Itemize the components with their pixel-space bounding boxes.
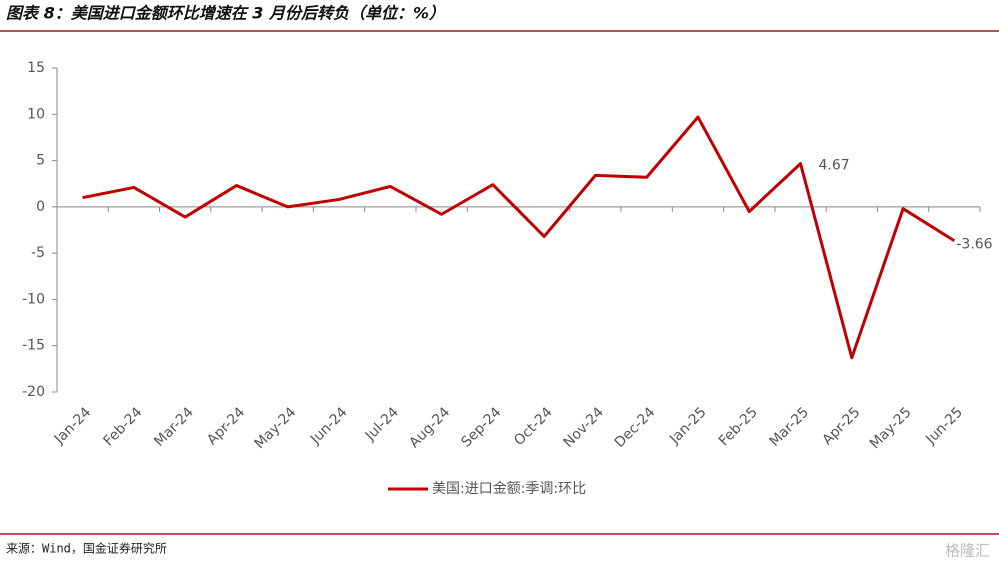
data-label: 4.67 (819, 158, 850, 174)
x-tick-label: Jun-25 (922, 404, 966, 448)
x-tick-label: Apr-25 (819, 404, 863, 448)
y-tick-label: -10 (22, 291, 45, 307)
x-tick-label: Dec-24 (612, 404, 659, 451)
y-tick-label: -5 (31, 245, 45, 261)
watermark: 格隆汇 (945, 542, 990, 560)
y-tick-label: 5 (36, 153, 45, 169)
x-tick-label: May-24 (252, 404, 300, 452)
x-tick-label: Feb-24 (101, 404, 146, 449)
y-tick-label: 15 (27, 60, 45, 76)
y-tick-label: -20 (22, 384, 45, 400)
chart-title: 图表 8：美国进口金额环比增速在 3 月份后转负（单位：%） (6, 4, 445, 23)
legend-label: 美国:进口金额:季调:环比 (432, 481, 586, 497)
x-tick-label: Jan-25 (666, 404, 709, 447)
x-tick-label: Apr-24 (204, 404, 248, 448)
data-label: -3.66 (956, 237, 992, 253)
x-tick-label: Jan-24 (51, 404, 95, 448)
x-tick-label: Nov-24 (561, 404, 608, 451)
line-series (82, 115, 956, 360)
x-tick-label: Oct-24 (511, 404, 556, 449)
x-tick-label: Aug-24 (406, 404, 453, 451)
x-tick-label: Jul-24 (362, 404, 402, 444)
y-tick-label: 10 (27, 106, 45, 122)
source: 来源：Wind，国金证券研究所 (6, 541, 167, 556)
x-tick-label: Sep-24 (458, 404, 504, 450)
x-tick-label: Feb-25 (716, 404, 761, 449)
x-tick-label: Mar-25 (767, 404, 813, 450)
y-tick-label: -15 (22, 338, 45, 354)
x-tick-label: Mar-24 (151, 404, 197, 450)
x-tick-label: May-25 (867, 404, 915, 452)
y-tick-label: 0 (36, 199, 45, 215)
x-tick-label: Jun-24 (307, 404, 351, 448)
